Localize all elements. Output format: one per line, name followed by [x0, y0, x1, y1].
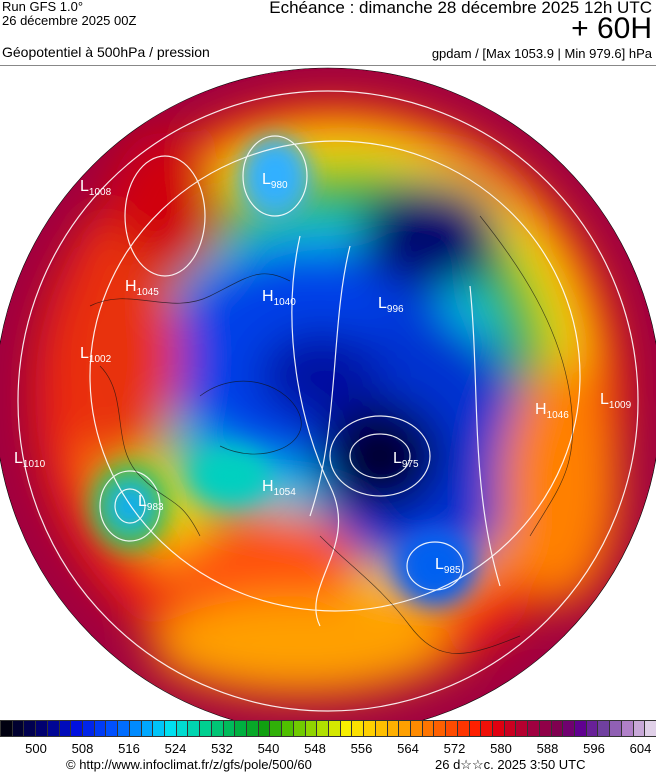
color-scale-label: 556 — [350, 741, 373, 756]
pressure-center-low: L1009 — [600, 391, 632, 411]
pressure-center-low: L980 — [262, 171, 288, 191]
color-swatch — [644, 720, 656, 737]
isobar-contours — [17, 90, 639, 712]
pressure-center-low: L983 — [138, 493, 164, 513]
pressure-center-low: L1008 — [80, 178, 112, 198]
coastlines — [89, 215, 573, 654]
pressure-center-high: H1045 — [125, 278, 159, 298]
pressure-center-low: L985 — [435, 556, 461, 576]
color-scale-bar — [0, 720, 656, 738]
copyright-link[interactable]: © http://www.infoclimat.fr/z/gfs/pole/50… — [66, 757, 312, 772]
geopotential-field: L1008 L980 H1045 H1040 L996 L1002 L1010 L983 H10… — [0, 67, 656, 735]
pressure-center-low: L996 — [378, 295, 404, 315]
run-date: 26 décembre 2025 00Z — [2, 13, 137, 28]
pressure-center-high: H1054 — [262, 478, 296, 498]
color-scale-label: 564 — [397, 741, 419, 756]
color-scale-label: 604 — [629, 741, 652, 756]
color-scale-label: 572 — [443, 741, 466, 756]
color-scale-label: 548 — [304, 741, 326, 756]
color-scale-label: 540 — [257, 741, 280, 756]
color-scale-label: 580 — [490, 741, 512, 756]
run-model: Run GFS 1.0° — [2, 0, 84, 14]
pressure-center-high: H1046 — [535, 401, 569, 421]
polar-map: L1008 L980 H1045 H1040 L996 L1002 L1010 L983 H10… — [0, 65, 656, 735]
units-minmax: gpdam / [Max 1053.9 | Min 979.6] hPa — [431, 46, 652, 61]
color-scale-label: 500 — [25, 741, 47, 756]
parameter-title: Géopotentiel à 500hPa / pression — [2, 44, 210, 60]
color-scale-label: 524 — [164, 741, 187, 756]
color-scale-label: 596 — [583, 741, 605, 756]
color-scale-label: 588 — [536, 741, 559, 756]
pressure-center-low: L1002 — [80, 345, 112, 365]
pressure-center-low: L1010 — [14, 450, 46, 470]
generation-time: 26 d☆☆c. 2025 3:50 UTC — [435, 757, 586, 772]
color-scale-label: 516 — [118, 741, 140, 756]
valid-time: Echéance : dimanche 28 décembre 2025 12h… — [269, 0, 652, 17]
pressure-center-high: H1040 — [262, 288, 296, 308]
pressure-center-low: L975 — [393, 450, 419, 470]
color-scale-label: 508 — [71, 741, 94, 756]
lead-time: + 60H — [571, 12, 652, 45]
color-scale-label: 532 — [211, 741, 233, 756]
